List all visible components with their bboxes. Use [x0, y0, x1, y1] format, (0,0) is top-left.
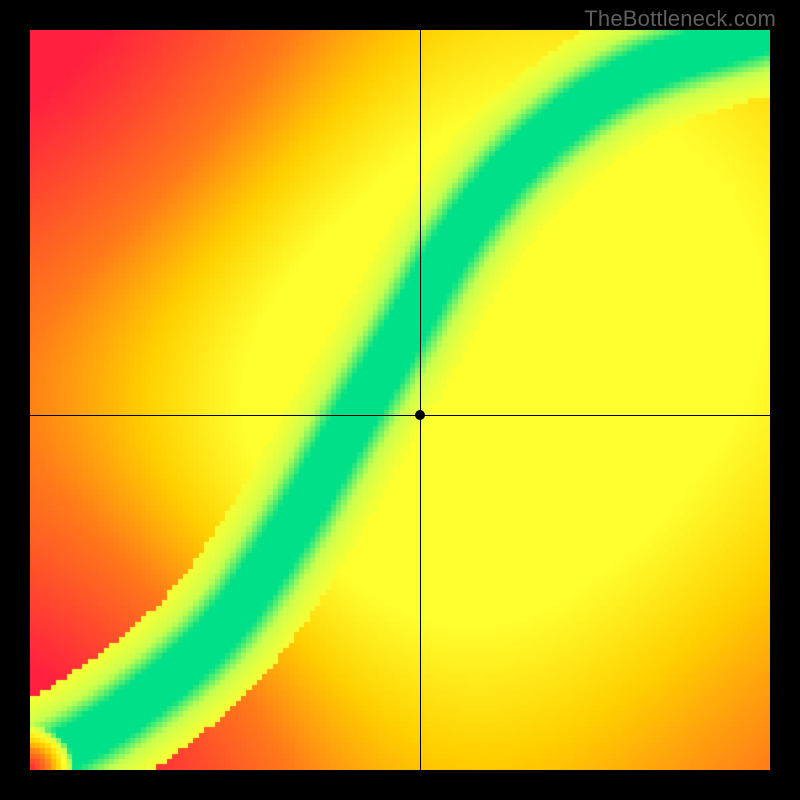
plot-frame: [30, 30, 770, 770]
crosshair-vertical: [420, 30, 421, 770]
heatmap-canvas: [30, 30, 770, 770]
crosshair-horizontal: [30, 415, 770, 416]
crosshair-dot: [415, 410, 425, 420]
watermark-text: TheBottleneck.com: [584, 6, 776, 32]
chart-container: TheBottleneck.com: [0, 0, 800, 800]
